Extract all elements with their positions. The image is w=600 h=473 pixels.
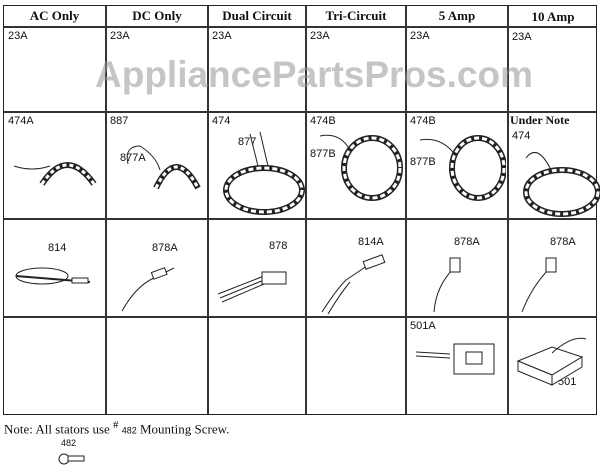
rectifier-501-drawing xyxy=(516,337,587,386)
stator-dual-drawing xyxy=(223,131,305,215)
column-header-10-amp: 10 Amp xyxy=(531,9,575,24)
divider xyxy=(4,316,596,318)
part-label: 474B xyxy=(310,115,336,127)
part-label: 23A xyxy=(512,31,532,43)
part-label: 878A xyxy=(454,236,480,248)
part-label: 878 xyxy=(269,240,288,252)
divider xyxy=(507,6,509,414)
part-label: 877B xyxy=(310,148,336,160)
part-label: 23A xyxy=(110,30,130,42)
parts-table: AC Only DC Only Dual Circuit Tri-Circuit… xyxy=(3,5,600,415)
watermark: AppliancePartsPros.com xyxy=(95,54,533,95)
part-label: 501A xyxy=(410,320,436,332)
wire-878a-5amp-drawing xyxy=(433,257,461,313)
divider xyxy=(4,111,596,113)
stator-5amp-drawing xyxy=(419,135,506,201)
part-label: 23A xyxy=(212,30,232,42)
part-label: 23A xyxy=(8,30,28,42)
divider xyxy=(105,6,107,414)
mounting-screw-note: Note: All stators use # 482 Mounting Scr… xyxy=(4,417,229,438)
part-label: Under Note xyxy=(510,113,570,127)
column-header-tri-circuit: Tri-Circuit xyxy=(325,8,387,23)
part-label: 877 xyxy=(238,136,257,148)
column-header-5-amp: 5 Amp xyxy=(438,8,476,23)
wire-878a-10amp-drawing xyxy=(521,257,557,313)
column-header-dual-circuit: Dual Circuit xyxy=(222,8,292,23)
part-label: 23A xyxy=(310,30,330,42)
note-suffix: Mounting Screw. xyxy=(140,421,230,437)
divider xyxy=(207,6,209,414)
part-label: 877B xyxy=(410,156,436,168)
column-header-ac-only: AC Only xyxy=(29,8,80,23)
part-label: 878A xyxy=(550,236,576,248)
column-header-dc-only: DC Only xyxy=(132,8,182,23)
note-part: 482 xyxy=(121,425,137,436)
part-label: 814 xyxy=(48,242,67,254)
part-label: 474 xyxy=(512,130,531,142)
stator-10amp-drawing xyxy=(523,151,600,217)
note-prefix: Note: All stators use xyxy=(4,421,110,437)
stator-tri-drawing xyxy=(319,134,403,201)
screw-label: 482 xyxy=(61,438,77,448)
wire-878a-drawing xyxy=(121,267,175,312)
part-label: 474A xyxy=(8,115,34,127)
part-label: 814A xyxy=(358,236,384,248)
wire-814-drawing xyxy=(15,267,91,285)
divider xyxy=(305,6,307,414)
divider xyxy=(4,26,596,28)
screw-482-drawing xyxy=(58,453,85,465)
divider xyxy=(4,218,596,220)
wire-878-drawing xyxy=(217,271,287,303)
stator-ac-drawing xyxy=(13,162,97,186)
part-label: 878A xyxy=(152,242,178,254)
stator-dc-drawing xyxy=(126,145,201,190)
part-label: 474B xyxy=(410,115,436,127)
part-label: 23A xyxy=(410,30,430,42)
rectifier-501a-drawing xyxy=(415,343,495,375)
divider xyxy=(405,6,407,414)
part-label: 474 xyxy=(212,115,231,127)
wire-814a-drawing xyxy=(321,254,386,315)
note-hash: # xyxy=(113,419,119,431)
part-label: 877A xyxy=(120,152,146,164)
part-label: 887 xyxy=(110,115,129,127)
